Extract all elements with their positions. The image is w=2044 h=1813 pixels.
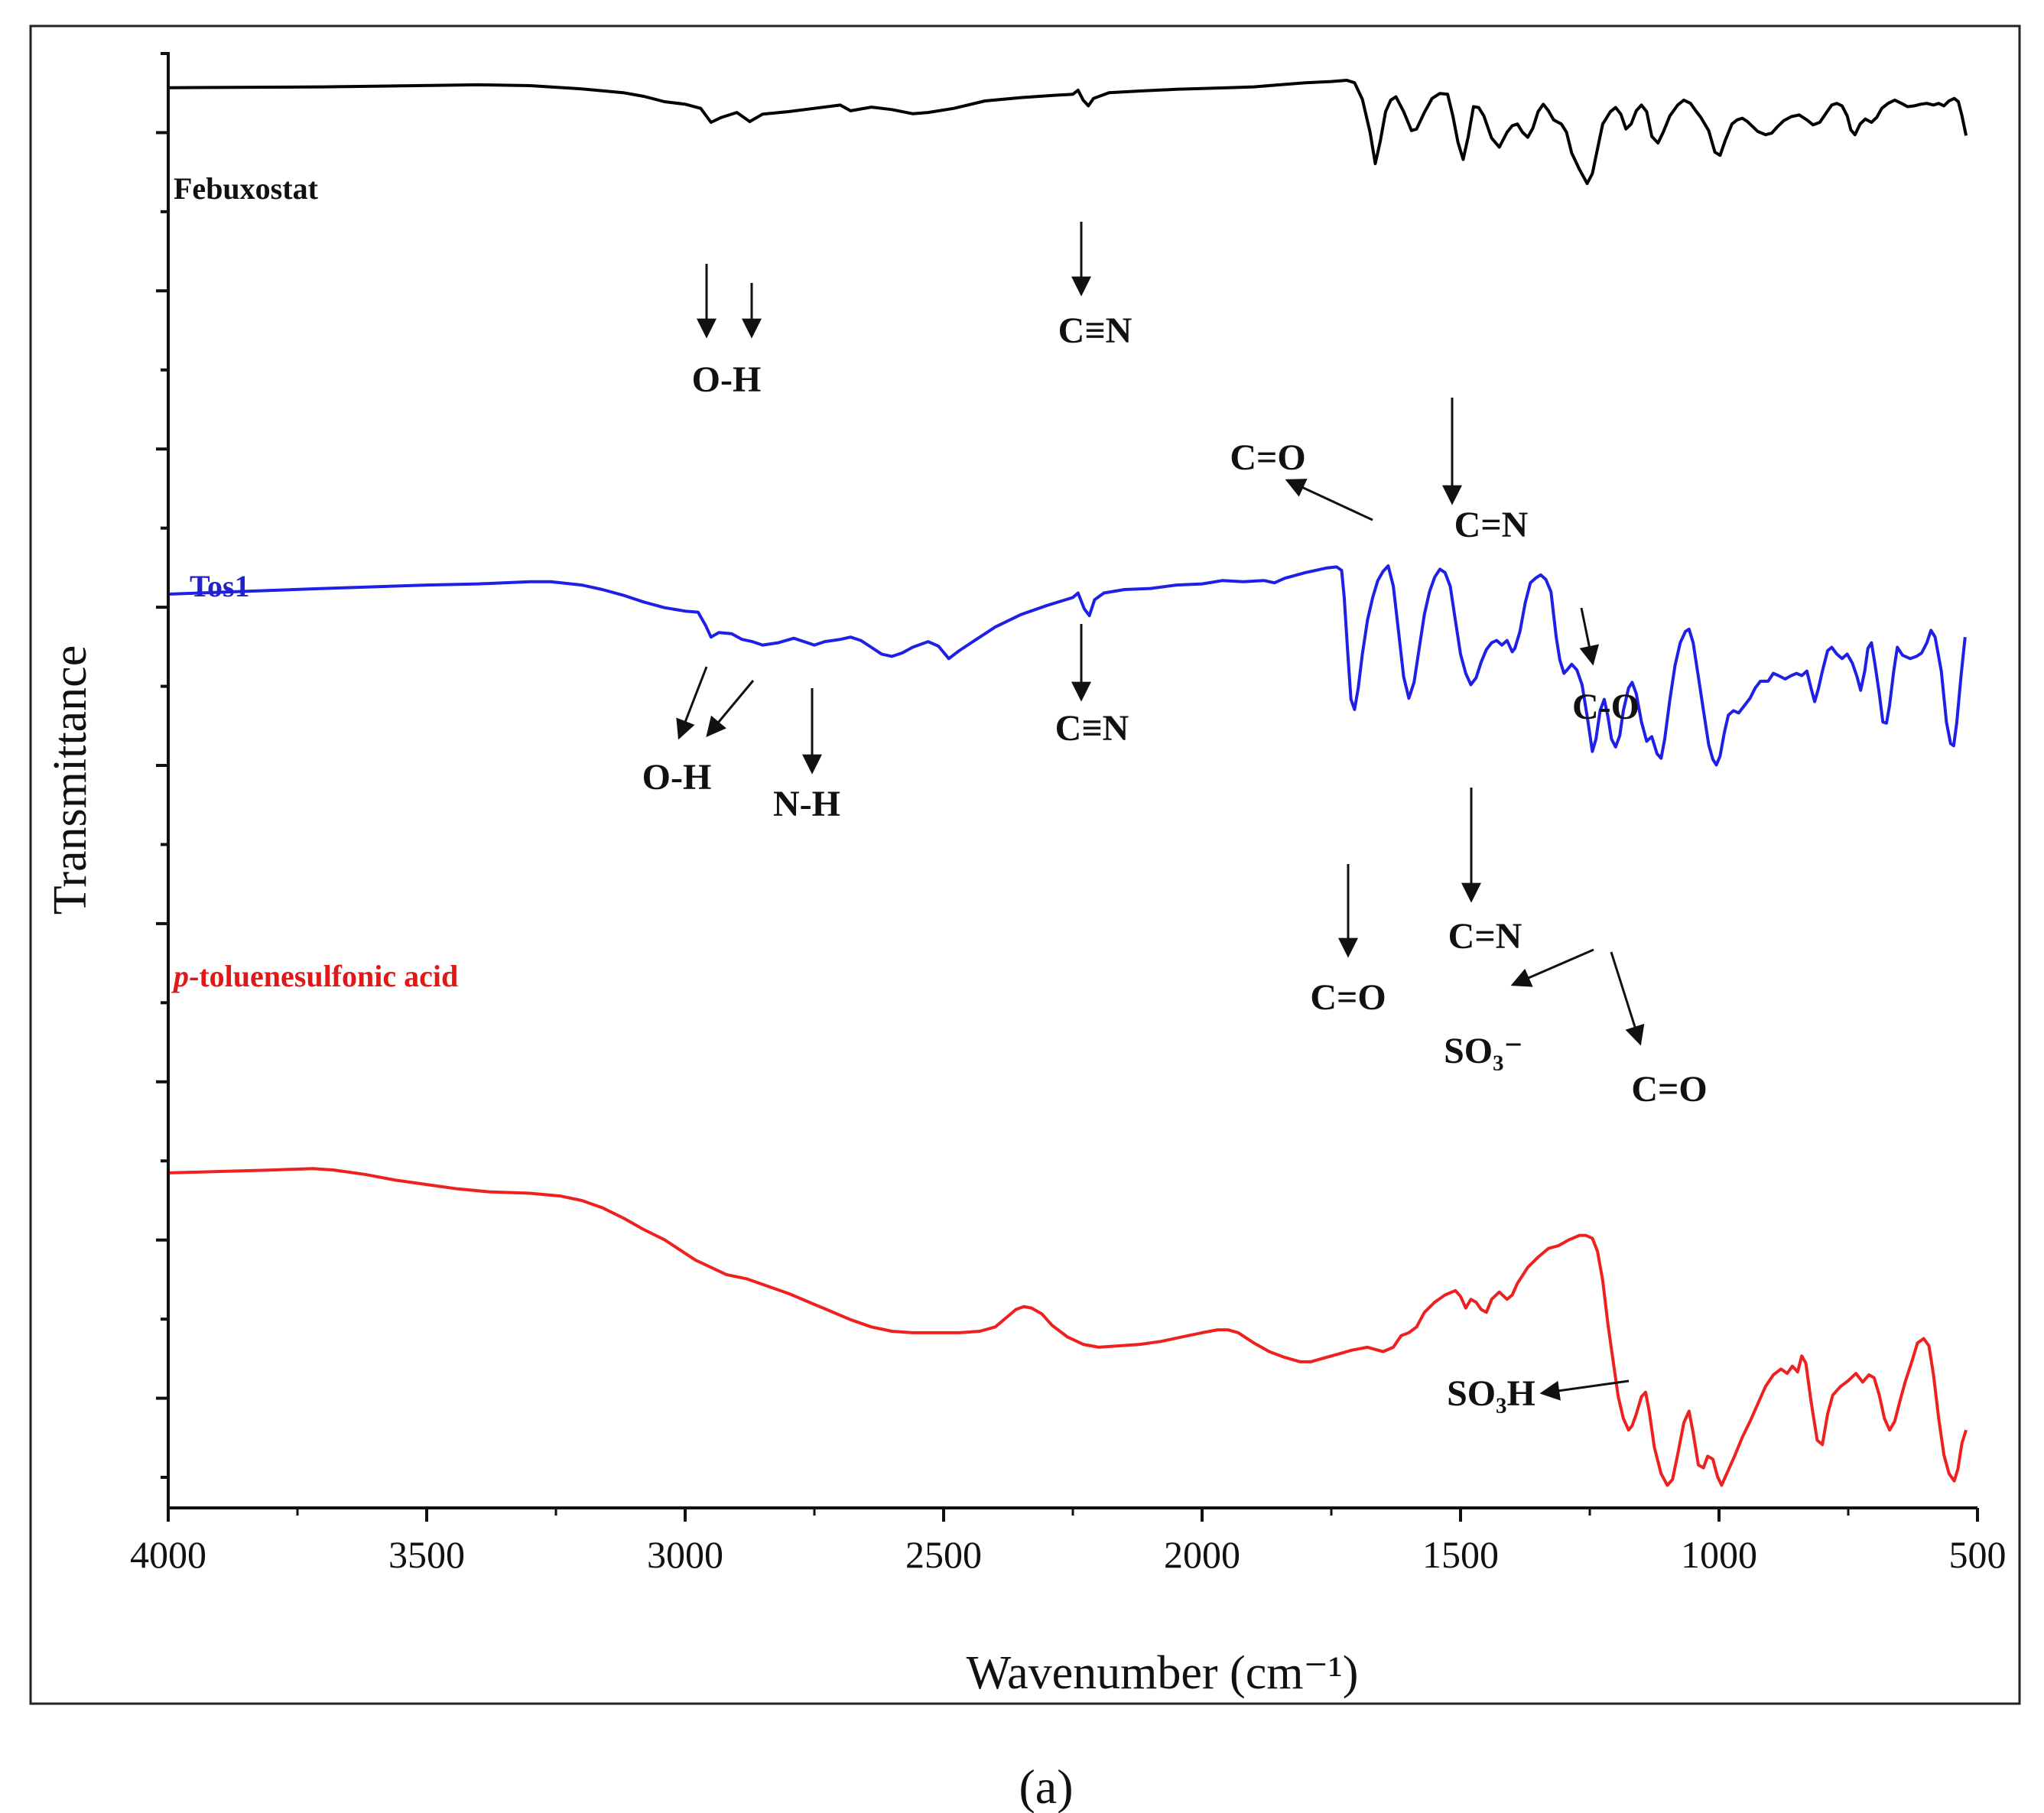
peak-annotations: O-H C≡N C=O C=N C-O O-H N-H C≡N C=O C=N … — [642, 222, 1708, 1414]
x-tick-label: 4000 — [130, 1533, 206, 1576]
spectra-layer — [167, 79, 1968, 1487]
series-line-tos1 — [167, 564, 1967, 767]
series-label-tos1: Tos1 — [190, 569, 250, 603]
x-axis-ticks: 4000 3500 3000 2500 2000 1500 1000 500 — [130, 1508, 2007, 1576]
figure-frame — [29, 24, 2021, 1705]
arrow-tos-so3-minus — [1510, 948, 1594, 987]
x-axis-title: Wavenumber (cm⁻¹) — [967, 1647, 1359, 1699]
x-tick-label: 3000 — [647, 1533, 723, 1576]
label-tos-co-double: C=O — [1310, 977, 1386, 1018]
x-tick-label: 3500 — [388, 1533, 465, 1576]
label-pts-so3h: SO₃H — [1447, 1373, 1535, 1414]
x-tick-label: 2000 — [1164, 1533, 1240, 1576]
label-tos-nh: N-H — [773, 784, 840, 824]
label-feb-c-o: C-O — [1572, 687, 1639, 727]
label-tos-cn-triple: C≡N — [1055, 708, 1129, 749]
label-tos-co-double-2: C=O — [1631, 1069, 1707, 1110]
label-feb-cn-triple: C≡N — [1058, 310, 1132, 351]
y-axis-title: Transmittance — [44, 645, 96, 915]
series-line-febuxostat — [167, 79, 1968, 185]
label-feb-oh: O-H — [692, 359, 762, 400]
axes-layer — [167, 52, 1977, 1509]
label-tos-cn-double: C=N — [1448, 916, 1522, 957]
label-feb-co-double: C=O — [1230, 437, 1305, 478]
label-tos-oh: O-H — [642, 757, 712, 798]
x-tick-label: 1000 — [1681, 1533, 1757, 1576]
arrow-feb-co-double — [1285, 479, 1373, 521]
arrow-feb-c-o — [1579, 607, 1600, 666]
series-label-febuxostat: Febuxostat — [174, 171, 319, 206]
x-tick-label: 2500 — [905, 1533, 982, 1576]
arrow-pts-so3h — [1539, 1379, 1630, 1401]
figure-caption: (a) — [1019, 1759, 1073, 1813]
arrow-tos-oh-1 — [676, 666, 708, 740]
label-feb-cn-double: C=N — [1454, 505, 1529, 545]
arrow-tos-oh-2 — [706, 680, 755, 737]
label-tos-so3-minus: SO₃⁻ — [1444, 1031, 1523, 1071]
x-tick-label: 1500 — [1422, 1533, 1499, 1576]
series-label-p-toluenesulfonic-acid: p-toluenesulfonic acid — [171, 959, 458, 993]
arrow-tos-co-double-2 — [1610, 951, 1645, 1046]
y-axis-ticks — [156, 52, 168, 1479]
series-line-p-toluenesulfonic-acid — [167, 1167, 1968, 1487]
x-tick-label: 500 — [1949, 1533, 2007, 1576]
